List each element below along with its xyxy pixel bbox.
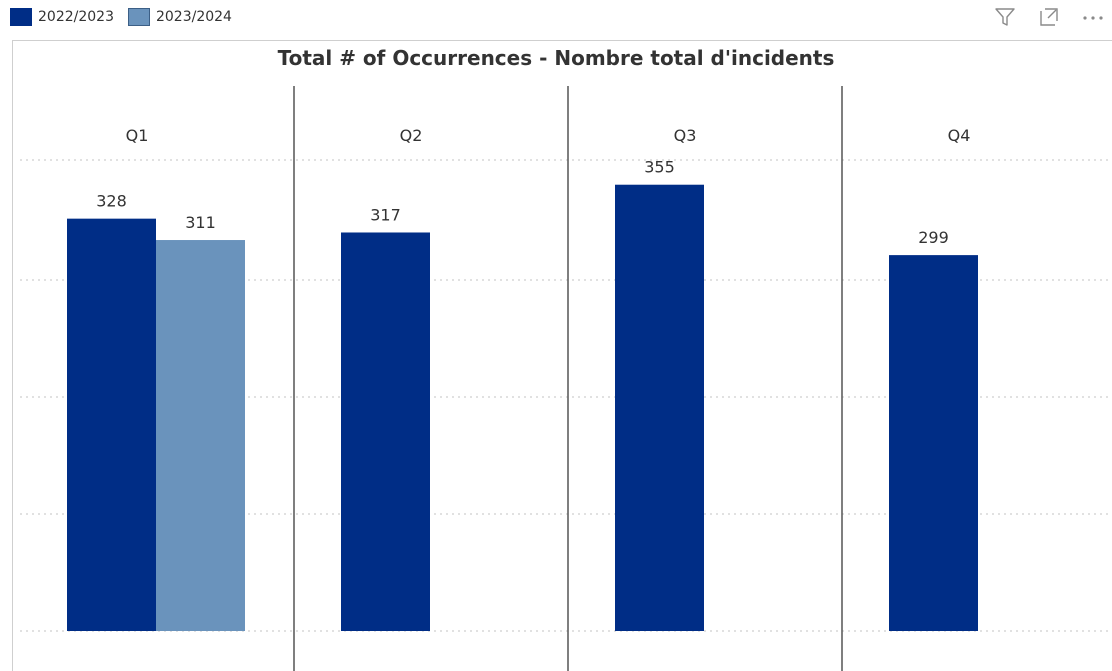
bar[interactable] [341, 232, 430, 631]
more-options-button[interactable] [1080, 4, 1106, 30]
focus-mode-button[interactable] [1036, 4, 1062, 30]
data-label: 355 [644, 158, 675, 177]
bar[interactable] [615, 184, 704, 631]
filter-button[interactable] [992, 4, 1018, 30]
data-label: 311 [185, 213, 216, 232]
category-label: Q2 [400, 126, 423, 145]
chart-frame [12, 40, 1112, 671]
legend-swatch-2023-2024 [127, 8, 150, 26]
more-options-icon [1083, 16, 1103, 20]
category-label: Q4 [948, 126, 971, 145]
legend-label-2022-2023: 2022/2023 [38, 9, 114, 25]
focus-mode-icon [1040, 8, 1058, 26]
legend-label-2023-2024: 2023/2024 [155, 9, 232, 25]
chart-title: Total # of Occurrences - Nombre total d'… [277, 46, 835, 70]
data-label: 317 [370, 205, 401, 224]
category-label: Q1 [126, 126, 149, 145]
bar[interactable] [889, 255, 978, 631]
bar[interactable] [156, 240, 245, 631]
legend-item-2023-2024[interactable]: 2023/2024 [127, 8, 232, 26]
category-label: Q3 [674, 126, 697, 145]
filter-icon [995, 8, 1015, 26]
visual-toolbar [992, 4, 1106, 30]
legend-swatch-2022-2023 [10, 8, 32, 26]
legend: 2022/2023 2023/2024 [10, 8, 232, 26]
data-label: 299 [918, 228, 949, 247]
legend-item-2022-2023[interactable]: 2022/2023 [10, 8, 114, 26]
bar[interactable] [67, 218, 156, 631]
data-label: 328 [96, 192, 127, 211]
